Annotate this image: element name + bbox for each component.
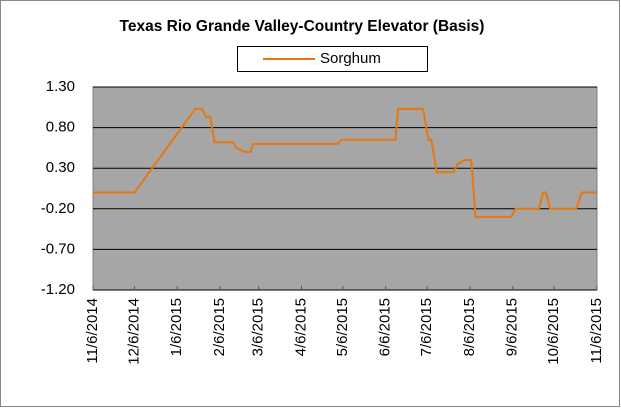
x-tick-label: 3/6/2015	[250, 298, 267, 356]
y-tick-label: 0.80	[46, 119, 75, 136]
x-tick-label: 9/6/2015	[504, 298, 521, 356]
y-tick-label: 1.30	[46, 78, 75, 95]
x-tick-label: 10/6/2015	[545, 298, 562, 365]
y-tick-label: 0.30	[46, 159, 75, 176]
series-line	[93, 107, 597, 218]
x-tick-label: 12/6/2014	[125, 298, 142, 365]
x-tick-label: 5/6/2015	[334, 298, 351, 356]
x-tick-label: 2/6/2015	[211, 298, 228, 356]
y-tick-label: -0.20	[41, 200, 75, 217]
plot-area	[92, 86, 598, 291]
x-tick-label: 7/6/2015	[418, 298, 435, 356]
x-tick-label: 1/6/2015	[168, 298, 185, 356]
y-tick-label: -0.70	[41, 240, 75, 257]
y-tick-label: -1.20	[41, 281, 75, 298]
chart-title: Texas Rio Grande Valley-Country Elevator…	[120, 18, 485, 35]
x-tick-label: 11/6/2015	[588, 298, 605, 364]
x-tick-label: 11/6/2014	[84, 298, 101, 364]
x-tick-label: 8/6/2015	[461, 298, 478, 356]
x-tick-label: 4/6/2015	[292, 298, 309, 356]
x-tick-label: 6/6/2015	[377, 298, 394, 356]
legend-label: Sorghum	[320, 50, 381, 67]
